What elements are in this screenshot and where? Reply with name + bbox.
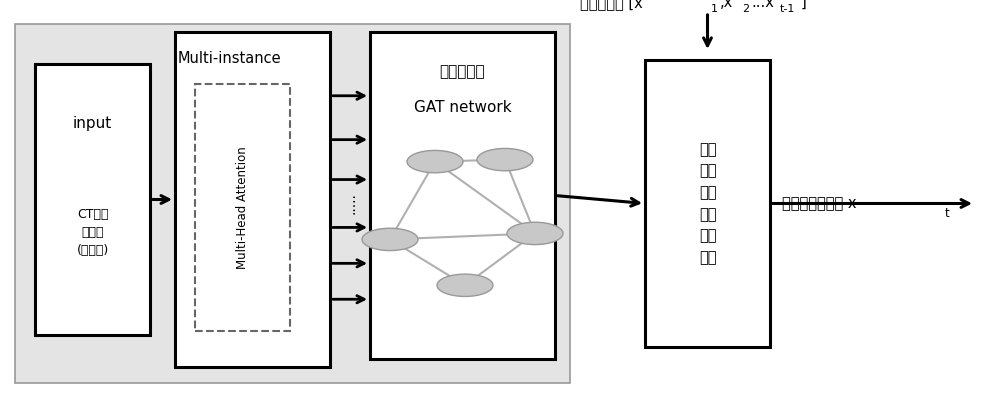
Text: GAT network: GAT network <box>414 100 511 115</box>
Text: 之前的序列 [x: 之前的序列 [x <box>580 0 643 10</box>
Text: 2: 2 <box>742 4 749 14</box>
Bar <box>15 24 570 383</box>
Text: 1: 1 <box>711 4 718 14</box>
Text: t-1: t-1 <box>780 4 795 14</box>
Text: input: input <box>73 116 112 131</box>
Text: ...x: ...x <box>751 0 774 10</box>
Bar <box>645 60 770 347</box>
Bar <box>370 32 555 359</box>
Text: ,x: ,x <box>720 0 733 10</box>
Bar <box>175 32 330 367</box>
Text: .....: ..... <box>343 193 357 214</box>
Text: Multi-Head Attention: Multi-Head Attention <box>236 146 249 269</box>
Text: 带有
注意
力门
的解
码器
模块: 带有 注意 力门 的解 码器 模块 <box>699 142 716 265</box>
Text: 图网络学习: 图网络学习 <box>440 64 485 79</box>
Text: 描序列: 描序列 <box>81 225 104 239</box>
Text: ]: ] <box>801 0 807 10</box>
Circle shape <box>362 228 418 251</box>
Circle shape <box>507 222 563 245</box>
Text: 预测的下一个词 x: 预测的下一个词 x <box>782 196 856 211</box>
Circle shape <box>407 150 463 173</box>
Circle shape <box>477 148 533 171</box>
Bar <box>195 84 290 331</box>
Circle shape <box>437 274 493 296</box>
Text: Multi-instance: Multi-instance <box>178 51 282 66</box>
Text: t: t <box>945 207 950 220</box>
Text: (数据包): (数据包) <box>76 243 109 257</box>
Bar <box>35 64 150 335</box>
Text: CT的扫: CT的扫 <box>77 207 108 221</box>
